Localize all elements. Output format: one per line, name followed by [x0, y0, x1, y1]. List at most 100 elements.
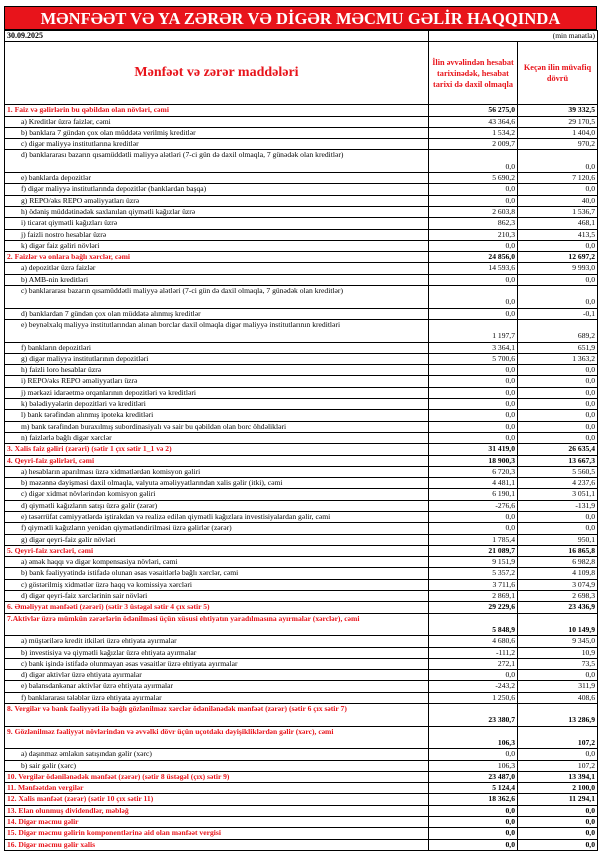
row-value-current: 56 275,0 — [428, 104, 518, 117]
row-value-previous: 73,5 — [517, 657, 598, 671]
row-label: b) sair gəlir (xərc) — [4, 759, 429, 772]
row-label: m) bank tərəfindən buraxılmış subordinas… — [4, 420, 429, 433]
row-label: g) digər qeyri-faiz gəlir növləri — [4, 533, 429, 546]
row-label: j) mərkəzi idarəetmə orqanlarının depozi… — [4, 386, 429, 400]
column-header-previous: Keçən ilin müvafiq dövrü — [517, 41, 598, 106]
row-value-previous: 6 982,8 — [517, 556, 598, 569]
row-value-previous: 0,0 — [517, 827, 598, 840]
row-value-previous: 9 993,0 — [517, 262, 598, 275]
row-label: a) əmək haqqı və digər kompensasiya növl… — [4, 556, 429, 569]
row-value-current: 3 711,6 — [428, 578, 518, 592]
row-value-previous: 0,0 — [517, 375, 598, 388]
row-value-current: 0,0 — [428, 364, 518, 377]
row-value-current: 0,0 — [428, 838, 518, 851]
table-row: d) qiymətli kağızların satışı üzrə gəlir… — [4, 499, 598, 512]
row-label: e) banklarda depozitlər — [4, 172, 429, 185]
row-value-current: 3 364,1 — [428, 341, 518, 354]
row-value-previous: 0,0 — [517, 804, 598, 818]
row-value-previous: 3 051,1 — [517, 488, 598, 501]
row-label: 8. Vergilər və bank fəaliyyəti ilə bağlı… — [4, 703, 429, 727]
row-value-current: 2 869,1 — [428, 590, 518, 603]
row-value-previous: 0,0 — [517, 748, 598, 761]
section-total-row: 11. Mənfəətdən vergilər 5 124,4 2 100,0 — [4, 782, 598, 795]
row-value-previous: 1 363,2 — [517, 352, 598, 366]
row-value-current: 0,0 — [428, 307, 518, 320]
row-label: a) daşınmaz əmlakın satışından gəlir (xə… — [4, 748, 429, 761]
row-value-previous: 26 635,4 — [517, 443, 598, 456]
row-value-current: 1 534,2 — [428, 126, 518, 140]
row-label: b) bank fəaliyyətində istifadə olunan əs… — [4, 567, 429, 580]
table-row: i) REPO/əks REPO əməliyyatları üzrə 0,0 0,… — [4, 375, 598, 388]
row-value-current: 0,0 — [428, 431, 518, 445]
section-total-row: 5. Qeyri-faiz xərcləri, cəmi 21 089,7 16 8… — [4, 544, 598, 558]
section-total-row: 10. Vergilər ödənilənədək mənfəət (zərər… — [4, 770, 598, 784]
row-value-current: 18 900,3 — [428, 454, 518, 467]
row-value-current: 1 785,4 — [428, 533, 518, 546]
table-row: e) banklarda depozitlər 5 690,2 7 120,6 — [4, 172, 598, 185]
row-value-previous: 1 536,7 — [517, 205, 598, 219]
row-value-previous: 0,0 — [517, 285, 598, 309]
row-value-previous: 408,6 — [517, 691, 598, 705]
row-label: f) bankların depozitləri — [4, 341, 429, 354]
table-row: a) hesabların aparılması üzrə xidmətlərd… — [4, 465, 598, 479]
row-value-current: 2 603,8 — [428, 205, 518, 219]
row-label: 11. Mənfəətdən vergilər — [4, 782, 429, 795]
row-label: b) məzənnə dəyişməsi daxil olmaqla, valy… — [4, 477, 429, 490]
row-value-current: 23 380,7 — [428, 703, 518, 727]
row-label: f) digər maliyyə institutlarında depozit… — [4, 183, 429, 196]
row-label: 4. Qeyri-faiz gəlirləri, cəmi — [4, 454, 429, 467]
row-label: k) digər faiz gəliri növləri — [4, 239, 429, 253]
row-value-current: 0,0 — [428, 804, 518, 818]
row-label: 1. Faiz və gəlirlərin bu qəbildən olan n… — [4, 104, 429, 117]
table-row: g) digər qeyri-faiz gəlir növləri 1 785,4… — [4, 533, 598, 546]
row-value-current: 0,0 — [428, 827, 518, 840]
row-value-current: 0,0 — [428, 239, 518, 253]
row-value-previous: 7 120,6 — [517, 172, 598, 185]
section-total-row: 4. Qeyri-faiz gəlirləri, cəmi 18 900,3 13 … — [4, 454, 598, 467]
row-value-current: 5 848,9 — [428, 612, 518, 637]
row-label: 10. Vergilər ödənilənədək mənfəət (zərər… — [4, 770, 429, 784]
row-value-previous: 9 345,0 — [517, 635, 598, 648]
row-value-current: 31 419,0 — [428, 443, 518, 456]
row-value-previous: 5 560,5 — [517, 465, 598, 479]
table-row: f) bankların depozitləri 3 364,1 651,9 — [4, 341, 598, 354]
row-label: c) göstərilmiş xidmətlər üzrə haqq və ko… — [4, 578, 429, 592]
table-row: d) banklardan 7 gündən çox olan müddətə … — [4, 307, 598, 320]
row-value-current: -111,2 — [428, 646, 518, 659]
row-label: 14. Digər məcmu gəlir — [4, 815, 429, 829]
row-value-current: 0,0 — [428, 510, 518, 524]
row-label: e) təsərrüfat cəmiyyətlərdə iştirakdan v… — [4, 510, 429, 524]
table-row: d) banklararası bazarın qısamüddətli mal… — [4, 149, 598, 174]
table-row: c) banklararası bazarın qısamüddətli mal… — [4, 285, 598, 309]
table-row: a) depozitlər üzrə faizlər 14 593,6 9 993,… — [4, 262, 598, 275]
row-label: 12. Xalis mənfəət (zərər) (sətir 10 çıx … — [4, 793, 429, 806]
date-row: 30.09.2025 (min manatla) — [4, 29, 598, 43]
row-value-current: 0,0 — [428, 420, 518, 433]
row-value-previous: 40,0 — [517, 194, 598, 207]
row-value-previous: 468,1 — [517, 217, 598, 230]
row-value-current: 0,0 — [428, 386, 518, 400]
row-value-previous: 12 697,2 — [517, 251, 598, 264]
row-label: g) digər maliyyə institutlarının depozit… — [4, 352, 429, 366]
row-value-previous: 0,0 — [517, 183, 598, 196]
table-row: a) əmək haqqı və digər kompensasiya növl… — [4, 556, 598, 569]
row-label: 13. Elan olunmuş dividendlər, məbləğ — [4, 804, 429, 818]
table-row: i) ticarət qiymətli kağızları üzrə 862,3 4… — [4, 217, 598, 230]
row-value-current: 0,0 — [428, 522, 518, 535]
row-label: f) banklararası tələblər üzrə ehtiyata a… — [4, 691, 429, 705]
row-value-previous: 413,5 — [517, 228, 598, 241]
row-label: b) AMB-nin kreditləri — [4, 273, 429, 287]
row-label: f) qiymətli kağızların yenidən qiymətlən… — [4, 522, 429, 535]
row-value-previous: 4 237,6 — [517, 477, 598, 490]
row-label: 3. Xalis faiz gəliri (zərəri) (sətir 1 ç… — [4, 443, 429, 456]
row-value-previous: -0,1 — [517, 307, 598, 320]
row-value-previous: 0,0 — [517, 398, 598, 411]
row-value-previous: 1 404,0 — [517, 126, 598, 140]
row-value-previous: 29 170,5 — [517, 115, 598, 128]
row-value-previous: 13 394,1 — [517, 770, 598, 784]
row-value-current: 0,0 — [428, 194, 518, 207]
row-value-current: 1 197,7 — [428, 318, 518, 343]
report-title: MƏNFƏƏT VƏ YA ZƏRƏR VƏ DİGƏR MƏCMU GƏLİR… — [4, 6, 597, 52]
row-value-current: 106,3 — [428, 725, 518, 750]
row-label: 15. Digər məcmu gəlirin komponentlərinə … — [4, 827, 429, 840]
